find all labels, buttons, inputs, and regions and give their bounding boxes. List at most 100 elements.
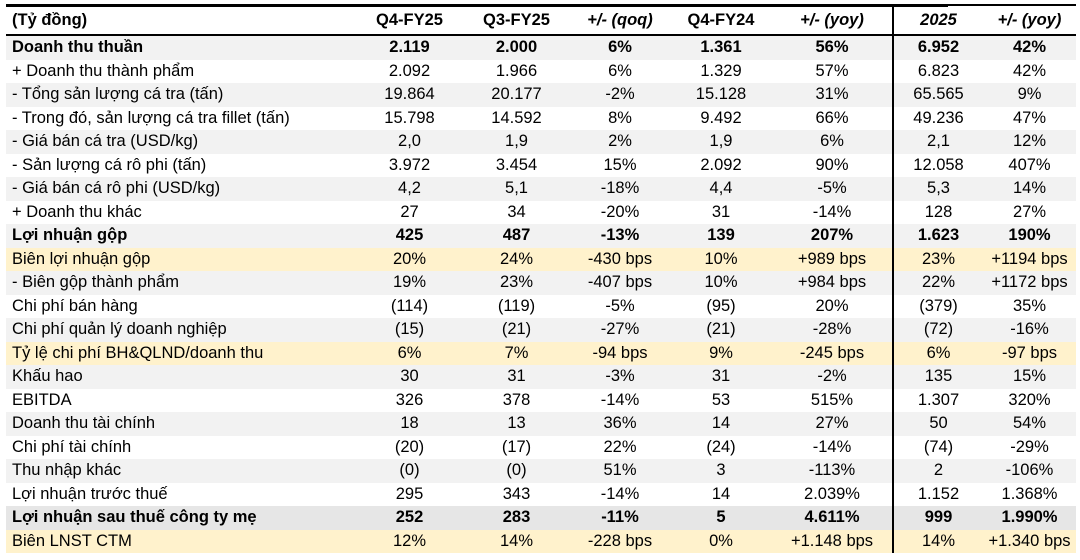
table-row: - Giá bán cá rô phi (USD/kg) 4,2 5,1 -18% 4,… — [6, 177, 1076, 201]
cell-row-label: Doanh thu thuần — [6, 35, 356, 60]
cell-qoq-change: -94 bps — [570, 341, 670, 365]
cell-year-2025: 135 — [892, 365, 983, 389]
cell-q4-fy24: 139 — [670, 224, 772, 248]
cell-qoq-change: 2% — [570, 130, 670, 154]
cell-row-label: - Giá bán cá tra (USD/kg) — [6, 130, 356, 154]
cell-q4-fy25: 12% — [356, 529, 463, 553]
cell-year-yoy-change: 407% — [983, 153, 1076, 177]
cell-q4-fy25: (0) — [356, 459, 463, 483]
cell-row-label: Biên lợi nhuận gộp — [6, 247, 356, 271]
cell-year-2025: 6.823 — [892, 59, 983, 83]
cell-q4-fy24: 53 — [670, 388, 772, 412]
cell-q4-fy25: 30 — [356, 365, 463, 389]
column-header-q4-fy24: Q4-FY24 — [670, 7, 772, 36]
cell-row-label: Khấu hao — [6, 365, 356, 389]
cell-q4-fy25: 4,2 — [356, 177, 463, 201]
cell-row-label: + Doanh thu thành phẩm — [6, 59, 356, 83]
cell-q3-fy25: 2.000 — [463, 35, 570, 60]
table-row: Biên lợi nhuận gộp 20% 24% -430 bps 10% +989 … — [6, 247, 1076, 271]
table-row: - Trong đó, sản lượng cá tra fillet (tấn… — [6, 106, 1076, 130]
cell-row-label: Tỷ lệ chi phí BH&QLND/doanh thu — [6, 341, 356, 365]
cell-q4-fy25: 2,0 — [356, 130, 463, 154]
cell-row-label: - Giá bán cá rô phi (USD/kg) — [6, 177, 356, 201]
cell-year-yoy-change: 54% — [983, 412, 1076, 436]
cell-year-2025: 2 — [892, 459, 983, 483]
cell-yoy-change: -14% — [772, 435, 893, 459]
cell-q4-fy25: 425 — [356, 224, 463, 248]
cell-q4-fy24: 3 — [670, 459, 772, 483]
cell-q4-fy25: 326 — [356, 388, 463, 412]
table-header-row: (Tỷ đồng) Q4-FY25 Q3-FY25 +/- (qoq) Q4-FY24 +… — [6, 7, 1076, 36]
cell-q4-fy25: 2.119 — [356, 35, 463, 60]
cell-year-2025: 1.623 — [892, 224, 983, 248]
cell-row-label: Thu nhập khác — [6, 459, 356, 483]
cell-year-2025: 12.058 — [892, 153, 983, 177]
cell-q3-fy25: 1,9 — [463, 130, 570, 154]
cell-q3-fy25: 378 — [463, 388, 570, 412]
column-header-q3-fy25: Q3-FY25 — [463, 7, 570, 36]
cell-yoy-change: 57% — [772, 59, 893, 83]
cell-q3-fy25: 5,1 — [463, 177, 570, 201]
column-header-year-yoy-change: +/- (yoy) — [983, 7, 1076, 36]
cell-year-yoy-change: 27% — [983, 200, 1076, 224]
cell-qoq-change: -14% — [570, 388, 670, 412]
cell-q4-fy24: 9% — [670, 341, 772, 365]
table-row: Chi phí tài chính (20) (17) 22% (24) -14% (74)… — [6, 435, 1076, 459]
cell-qoq-change: -18% — [570, 177, 670, 201]
cell-q4-fy24: 10% — [670, 247, 772, 271]
cell-year-2025: 2,1 — [892, 130, 983, 154]
cell-yoy-change: 20% — [772, 294, 893, 318]
cell-q3-fy25: 24% — [463, 247, 570, 271]
financial-results-table: (Tỷ đồng) Q4-FY25 Q3-FY25 +/- (qoq) Q4-FY24 +… — [6, 7, 1076, 553]
cell-year-yoy-change: -97 bps — [983, 341, 1076, 365]
cell-yoy-change: 66% — [772, 106, 893, 130]
cell-q3-fy25: 13 — [463, 412, 570, 436]
cell-q4-fy24: 2.092 — [670, 153, 772, 177]
column-header-q4-fy25: Q4-FY25 — [356, 7, 463, 36]
cell-row-label: Biên LNST CTM — [6, 529, 356, 553]
cell-yoy-change: -14% — [772, 200, 893, 224]
cell-yoy-change: -245 bps — [772, 341, 893, 365]
cell-q4-fy24: 5 — [670, 506, 772, 530]
cell-q4-fy25: (114) — [356, 294, 463, 318]
cell-yoy-change: 27% — [772, 412, 893, 436]
cell-q3-fy25: 34 — [463, 200, 570, 224]
table-row: EBITDA 326 378 -14% 53 515% 1.307 320% — [6, 388, 1076, 412]
cell-year-2025: 65.565 — [892, 83, 983, 107]
cell-yoy-change: +1.148 bps — [772, 529, 893, 553]
cell-qoq-change: -3% — [570, 365, 670, 389]
cell-q4-fy24: 1.361 — [670, 35, 772, 60]
cell-year-yoy-change: +1194 bps — [983, 247, 1076, 271]
cell-q4-fy24: (95) — [670, 294, 772, 318]
cell-yoy-change: -2% — [772, 365, 893, 389]
cell-year-2025: 23% — [892, 247, 983, 271]
cell-yoy-change: 515% — [772, 388, 893, 412]
cell-yoy-change: 2.039% — [772, 482, 893, 506]
cell-year-yoy-change: 47% — [983, 106, 1076, 130]
cell-year-yoy-change: 42% — [983, 59, 1076, 83]
cell-q4-fy24: 4,4 — [670, 177, 772, 201]
cell-year-2025: 50 — [892, 412, 983, 436]
cell-yoy-change: -28% — [772, 318, 893, 342]
cell-year-2025: (72) — [892, 318, 983, 342]
cell-q4-fy25: 2.092 — [356, 59, 463, 83]
cell-row-label: - Sản lượng cá rô phi (tấn) — [6, 153, 356, 177]
cell-q3-fy25: 20.177 — [463, 83, 570, 107]
table-top-rule — [6, 4, 948, 7]
cell-q4-fy24: 15.128 — [670, 83, 772, 107]
cell-q3-fy25: (21) — [463, 318, 570, 342]
cell-row-label: Doanh thu tài chính — [6, 412, 356, 436]
table-row: Chi phí quản lý doanh nghiệp (15) (21) -27%… — [6, 318, 1076, 342]
cell-year-2025: 999 — [892, 506, 983, 530]
cell-qoq-change: -2% — [570, 83, 670, 107]
cell-q4-fy25: (20) — [356, 435, 463, 459]
cell-qoq-change: -27% — [570, 318, 670, 342]
cell-q4-fy25: 6% — [356, 341, 463, 365]
cell-q3-fy25: 23% — [463, 271, 570, 295]
cell-row-label: Chi phí bán hàng — [6, 294, 356, 318]
cell-year-yoy-change: 42% — [983, 35, 1076, 60]
cell-year-yoy-change: -106% — [983, 459, 1076, 483]
table-row: Thu nhập khác (0) (0) 51% 3 -113% 2 -106% — [6, 459, 1076, 483]
table-row: Khấu hao 30 31 -3% 31 -2% 135 15% — [6, 365, 1076, 389]
cell-year-yoy-change: -29% — [983, 435, 1076, 459]
